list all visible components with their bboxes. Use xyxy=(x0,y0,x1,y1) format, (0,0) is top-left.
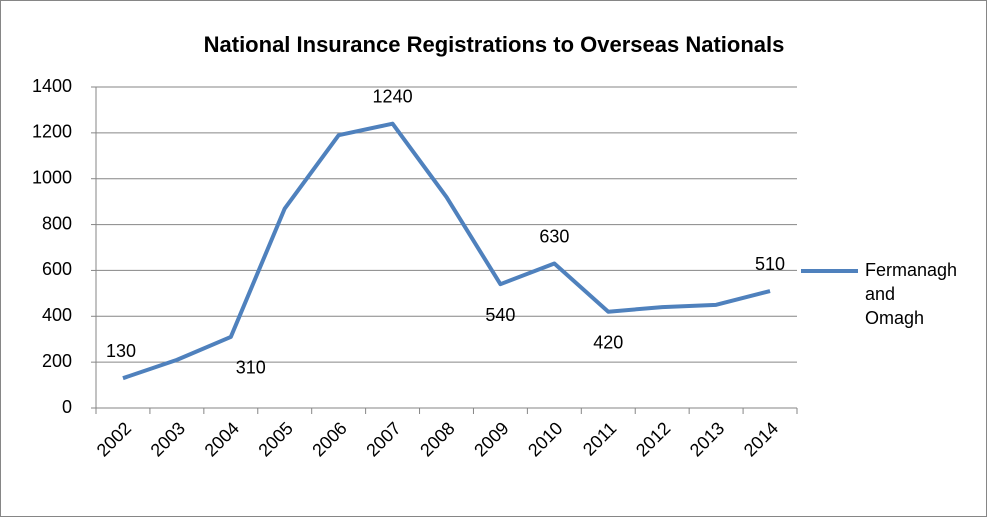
y-tick-label: 600 xyxy=(42,259,72,279)
y-tick-label: 800 xyxy=(42,213,72,233)
y-tick-label: 1200 xyxy=(32,122,72,142)
legend-label: Fermanagh and Omagh xyxy=(865,260,957,328)
data-label: 540 xyxy=(485,305,515,325)
data-label: 630 xyxy=(539,226,569,246)
y-tick-label: 1000 xyxy=(32,167,72,187)
y-tick-label: 1400 xyxy=(32,76,72,96)
y-tick-label: 0 xyxy=(62,397,72,417)
chart-title: National Insurance Registrations to Over… xyxy=(204,32,785,57)
data-label: 510 xyxy=(755,254,785,274)
y-tick-label: 200 xyxy=(42,351,72,371)
data-line xyxy=(122,121,771,381)
data-label: 420 xyxy=(593,332,623,352)
data-label: 1240 xyxy=(373,86,413,106)
data-label: 310 xyxy=(236,358,266,378)
y-tick-label: 400 xyxy=(42,305,72,325)
data-label: 130 xyxy=(106,341,136,361)
